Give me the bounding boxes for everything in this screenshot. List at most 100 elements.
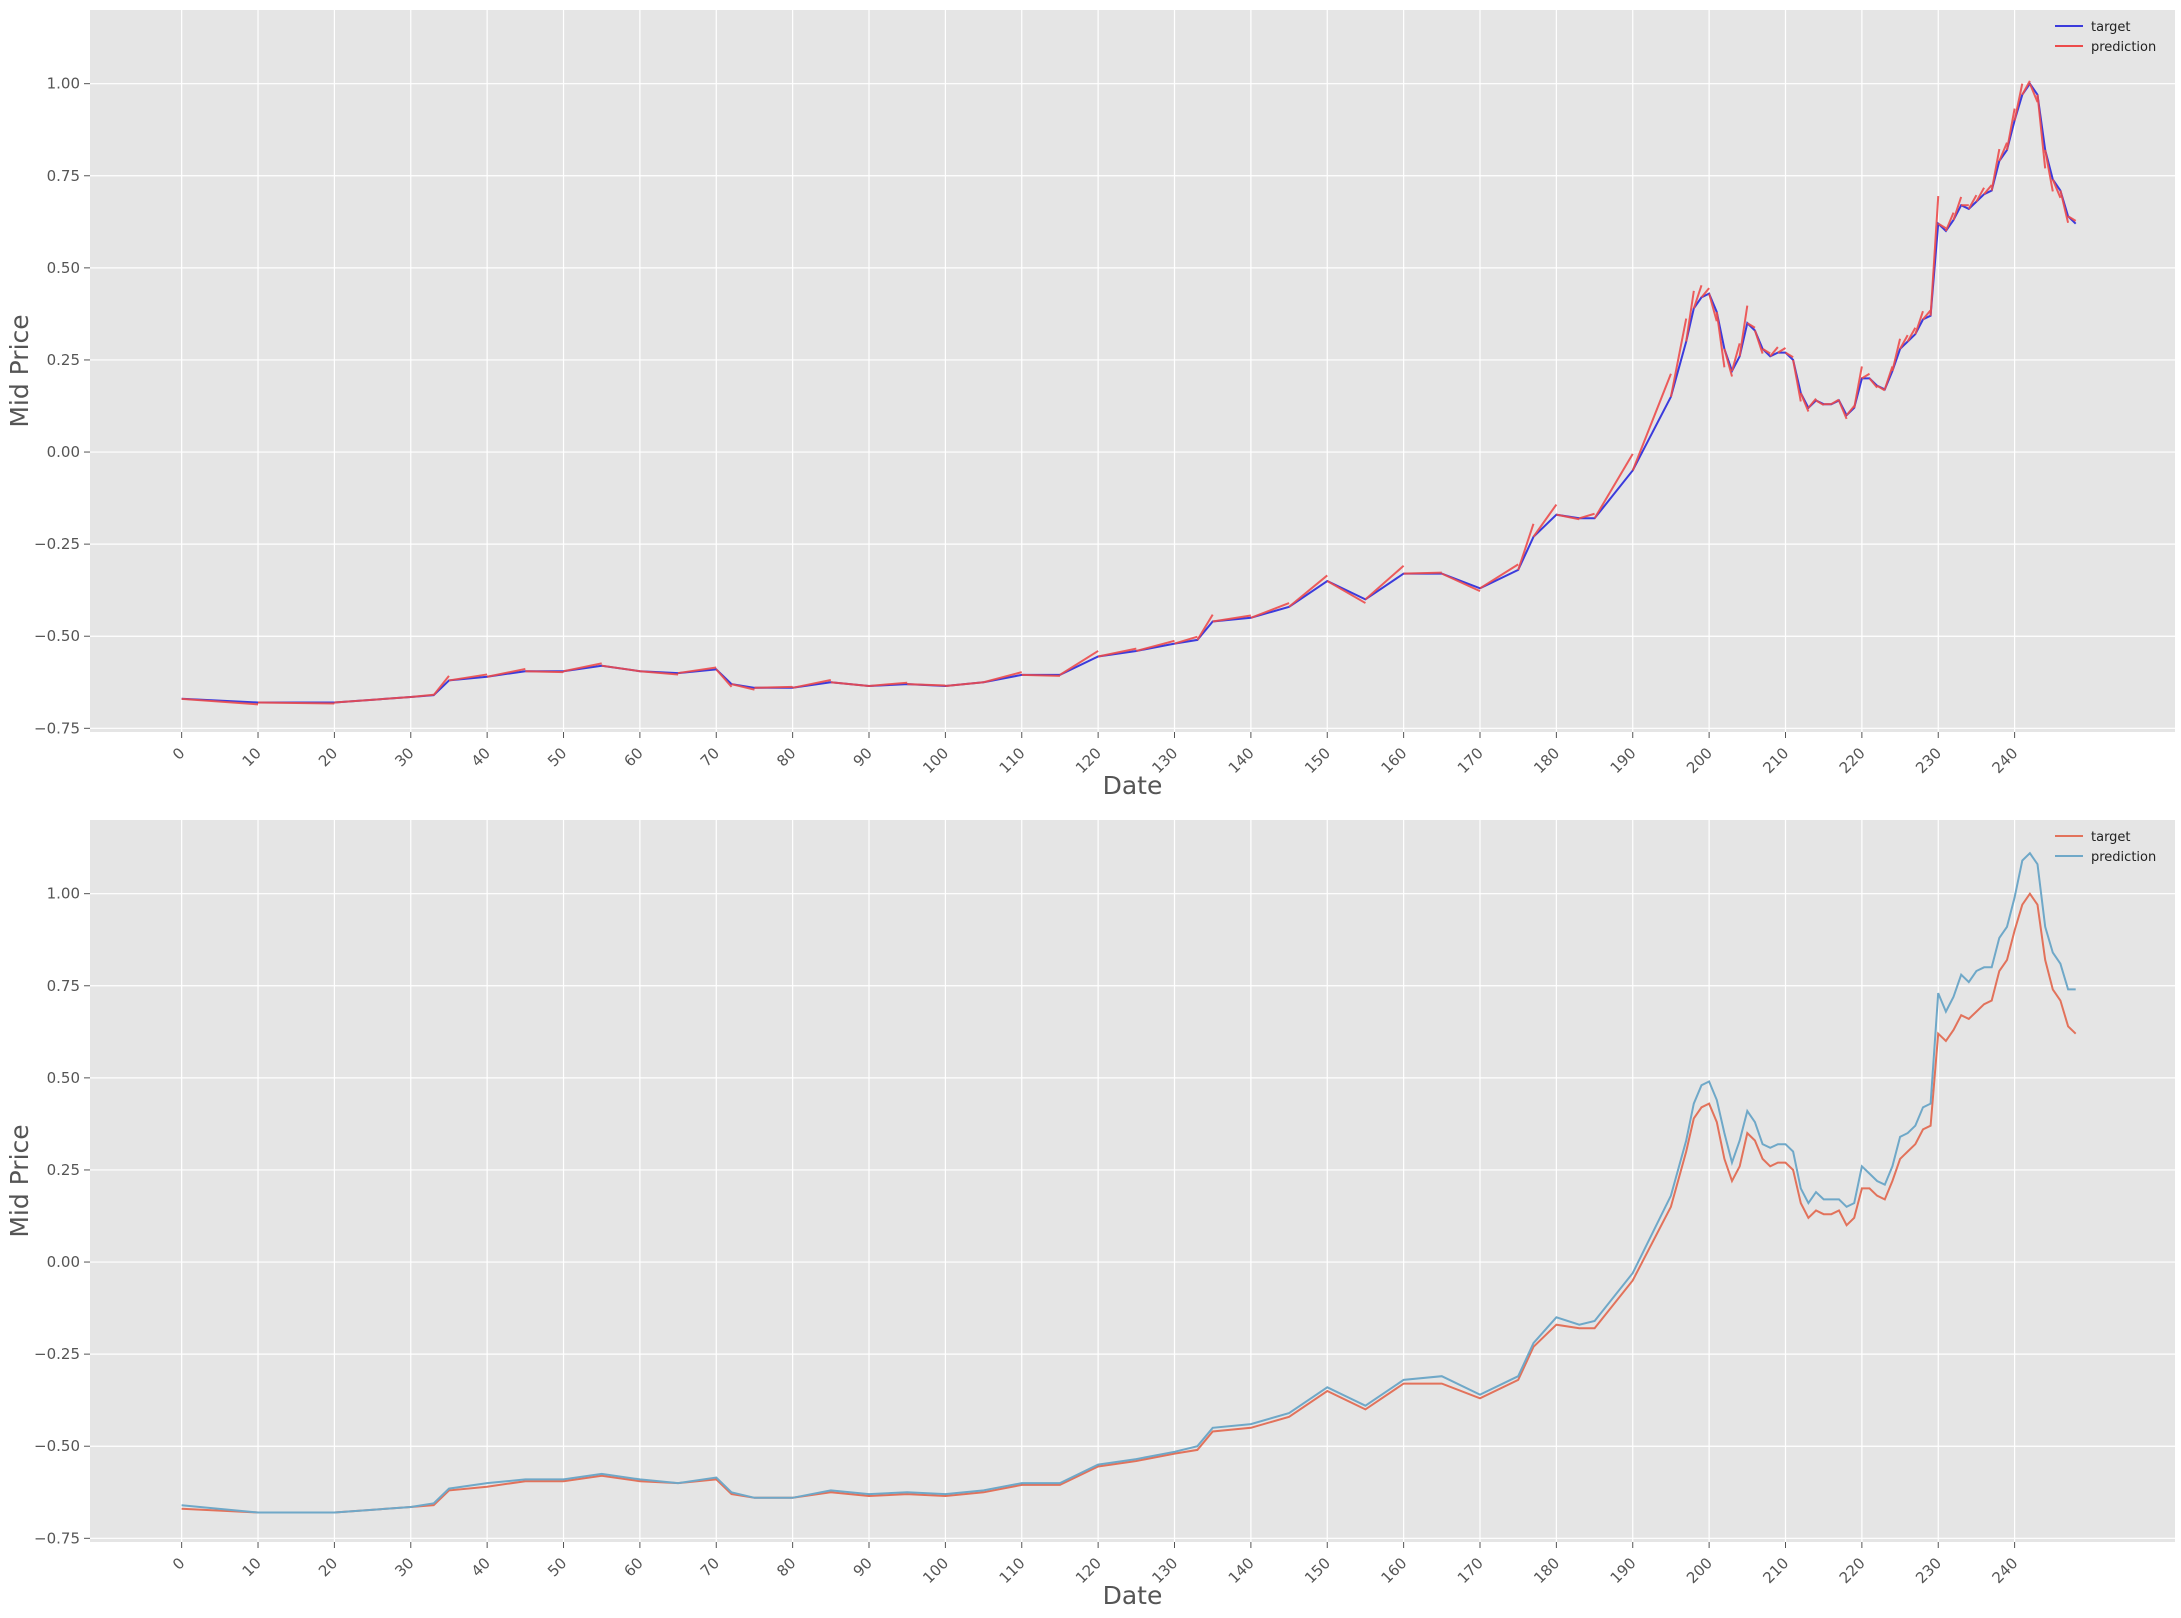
prediction-segment	[1876, 384, 1886, 392]
prediction-segment	[1769, 346, 1779, 357]
prediction-segment	[1975, 187, 1985, 203]
prediction-segment	[1196, 614, 1214, 641]
prediction-segment	[1967, 194, 1978, 210]
y-tick-label: 1.00	[47, 885, 80, 903]
prediction-segment	[1517, 523, 1535, 571]
prediction-segment	[486, 667, 526, 678]
bottom-grid	[90, 820, 2175, 1542]
y-tick-label: 0.50	[47, 259, 80, 277]
prediction-segment	[1708, 293, 1718, 322]
prediction-segment	[1097, 647, 1137, 658]
prediction-segment	[2013, 83, 2024, 121]
bottom-y-ticks: −0.75 −0.50 −0.25 0.00 0.25 0.50 0.75 1.00	[34, 885, 90, 1547]
bottom-y-axis-label: Mid Price	[5, 1124, 34, 1237]
prediction-segment	[258, 701, 335, 705]
prediction-segment	[1479, 563, 1519, 590]
y-tick-label: 0.00	[47, 443, 80, 461]
y-tick-label: 0.25	[47, 1161, 80, 1179]
top-plot-area	[90, 10, 2175, 732]
prediction-segment	[1731, 343, 1741, 372]
prediction-segment	[1021, 673, 1060, 677]
prediction-segment	[731, 683, 755, 691]
prediction-segment	[2059, 190, 2070, 223]
y-tick-label: −0.50	[34, 1437, 80, 1455]
prediction-segment	[1174, 635, 1198, 645]
prediction-segment	[1868, 377, 1878, 389]
top-y-axis-label: Mid Price	[5, 314, 34, 427]
prediction-segment	[1906, 327, 1917, 343]
prediction-segment	[945, 681, 984, 687]
prediction-segments	[181, 80, 2077, 706]
prediction-segment	[2005, 108, 2016, 151]
prediction-segment	[2044, 149, 2054, 192]
top-y-ticks: −0.75 −0.50 −0.25 0.00 0.25 0.50 0.75 1.00	[34, 75, 90, 737]
prediction-segment	[1631, 373, 1672, 471]
bottom-legend: target prediction	[2055, 830, 2156, 865]
legend-label: prediction	[2091, 850, 2156, 865]
bottom-x-axis-label: Date	[1103, 1581, 1163, 1610]
prediction-segment	[1815, 399, 1825, 406]
bottom-plot-area	[90, 820, 2175, 1542]
y-tick-label: 0.75	[47, 977, 80, 995]
prediction-segment	[1715, 311, 1726, 368]
prediction-segment	[1532, 503, 1558, 538]
prediction-segment	[2067, 215, 2077, 222]
legend-label: prediction	[2091, 40, 2156, 55]
prediction-segment	[1891, 338, 1902, 372]
prediction-segment	[1669, 318, 1688, 397]
prediction-segment	[448, 673, 488, 682]
top-grid	[90, 10, 2175, 732]
bottom-chart: 0 10 20 30 40 50 60 70 80 90 100 110 120 130 140 150 160…	[5, 820, 2175, 1610]
prediction-segment	[410, 693, 434, 699]
prediction-segment	[1578, 512, 1595, 520]
prediction-segment	[1838, 400, 1848, 420]
y-tick-label: −0.25	[34, 1345, 80, 1363]
prediction-segment	[1212, 614, 1252, 623]
prediction-segment	[563, 662, 602, 673]
prediction-segment	[1830, 398, 1840, 406]
prediction-segment	[1723, 348, 1733, 377]
prediction-segment	[1403, 571, 1442, 575]
prediction-segment	[1861, 372, 1871, 380]
prediction-segment	[715, 668, 733, 688]
prediction-segment	[1700, 287, 1710, 298]
prediction-segment	[1288, 574, 1328, 608]
prediction-segment	[1990, 148, 2001, 191]
prediction-segment	[1326, 580, 1366, 604]
prediction-segment	[1685, 290, 1695, 342]
y-tick-label: 0.75	[47, 167, 80, 185]
y-tick-label: −0.75	[34, 1529, 80, 1547]
y-tick-label: −0.75	[34, 719, 80, 737]
prediction-segment	[1853, 366, 1863, 409]
prediction-segment	[601, 664, 641, 673]
prediction-segment	[1952, 196, 1963, 221]
y-tick-label: 0.50	[47, 1069, 80, 1087]
prediction-segment	[1998, 142, 2008, 162]
prediction-segment	[181, 697, 259, 706]
prediction-segment	[1792, 359, 1802, 402]
prediction-segment	[1777, 347, 1787, 354]
prediction-segment	[1692, 285, 1703, 309]
prediction-segment	[1944, 212, 1955, 232]
prediction-segment	[907, 683, 946, 687]
prediction-segment	[2051, 179, 2062, 199]
prediction-segment	[1883, 366, 1894, 390]
prediction-segment	[1914, 310, 1924, 335]
bottom-series	[181, 851, 2077, 1514]
y-tick-label: 0.00	[47, 1253, 80, 1271]
y-tick-label: −0.25	[34, 535, 80, 553]
prediction-segment	[1937, 222, 1947, 230]
prediction-segment	[2028, 83, 2039, 103]
prediction-segment	[525, 670, 564, 674]
prediction-segment	[1929, 195, 1940, 316]
prediction-segment	[1753, 330, 1764, 354]
prediction-segment	[1762, 348, 1771, 355]
top-series	[181, 80, 2077, 706]
prediction-segment	[792, 678, 832, 689]
prediction-segment	[677, 666, 717, 675]
y-tick-label: −0.50	[34, 627, 80, 645]
top-legend: target prediction	[2055, 20, 2156, 55]
prediction-segment	[1059, 650, 1099, 676]
prediction-segment	[1364, 565, 1405, 601]
prediction-segment	[983, 671, 1023, 684]
